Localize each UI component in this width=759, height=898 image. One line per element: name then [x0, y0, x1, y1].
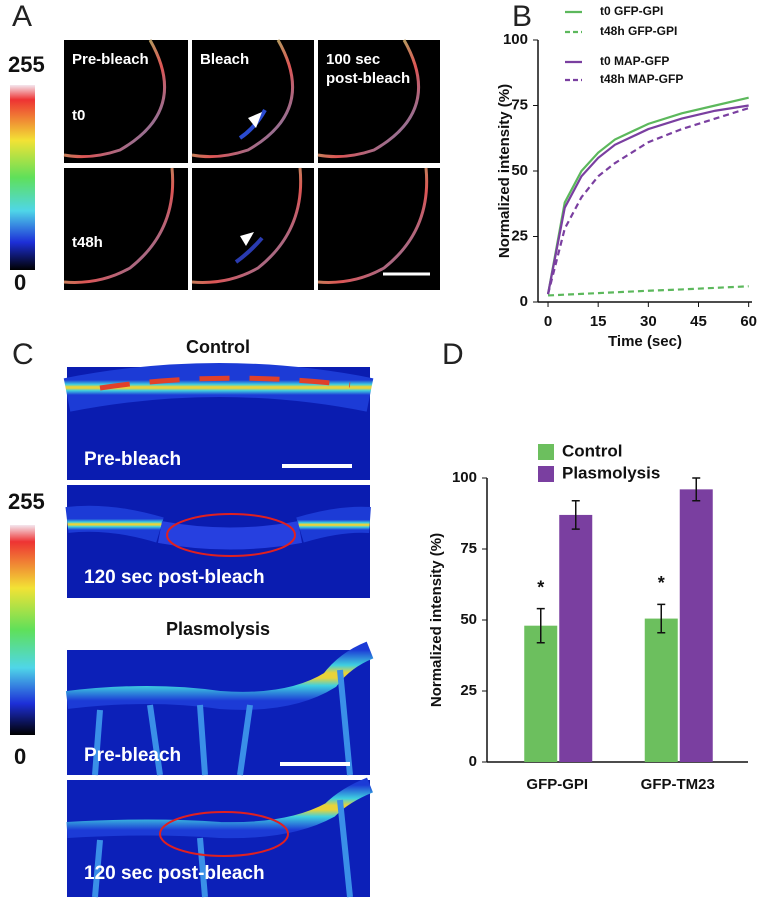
micrographs	[63, 39, 440, 290]
x-tick-label: 45	[690, 313, 707, 330]
error-bar	[692, 477, 701, 502]
row-label: t0	[72, 107, 85, 124]
y-tick-label: 0	[469, 753, 477, 770]
y-tick-label: 75	[460, 540, 477, 557]
x-tick-label: GFP-GPI	[526, 776, 588, 793]
x-tick-label: GFP-TM23	[641, 776, 715, 793]
bar	[644, 618, 678, 762]
scale-max: 255	[8, 52, 45, 77]
y-tick-label: 75	[511, 96, 528, 113]
legend-label: t0 MAP-GFP	[600, 54, 669, 68]
y-tick-label: 25	[511, 227, 528, 244]
image-label: Pre-bleach	[84, 745, 181, 766]
row-label: t48h	[72, 234, 103, 251]
x-tick-label: 60	[740, 313, 757, 330]
annotation: *	[537, 577, 544, 597]
y-axis-label: Normalized intensity (%)	[428, 533, 445, 707]
column-label: Bleach	[200, 51, 249, 68]
bar	[524, 625, 558, 762]
colorbar	[10, 85, 35, 270]
scale-min: 0	[14, 744, 26, 769]
panel-c: C Control Plasmolysis 255 0 Pre-bleach 1…	[8, 337, 374, 898]
error-bar	[571, 499, 580, 530]
x-axis-label: Time (sec)	[608, 333, 682, 350]
y-tick-label: 100	[452, 469, 477, 486]
y-axis-label: Normalized intensity (%)	[496, 84, 513, 258]
image-label: 120 sec post-bleach	[84, 567, 265, 588]
group-title: Control	[186, 337, 250, 357]
image-label: 120 sec post-bleach	[84, 863, 265, 884]
colorbar	[10, 525, 35, 735]
column-label: 100 sec	[326, 51, 380, 68]
error-bar	[536, 607, 545, 644]
error-bar	[657, 603, 666, 634]
x-tick-label: 15	[590, 313, 607, 330]
legend-label: Plasmolysis	[562, 463, 660, 482]
panel-a: A 255 0 Pre-bleach Bleach 100 sec post-b…	[8, 0, 440, 295]
column-label: post-bleach	[326, 70, 410, 87]
column-label: Pre-bleach	[72, 51, 149, 68]
line	[547, 285, 749, 297]
x-tick-label: 0	[544, 313, 552, 330]
panel-label: D	[442, 338, 464, 371]
group-title: Plasmolysis	[166, 619, 270, 639]
y-tick-label: 50	[511, 162, 528, 179]
legend-label: t48h MAP-GFP	[600, 72, 683, 86]
legend-swatch	[538, 466, 554, 482]
legend-swatch	[538, 444, 554, 460]
micrographs	[63, 363, 374, 898]
y-tick-label: 0	[520, 293, 528, 310]
line	[546, 96, 749, 295]
image-label: Pre-bleach	[84, 449, 181, 470]
bar	[559, 514, 593, 762]
y-tick-label: 25	[460, 682, 477, 699]
panel-label: A	[12, 0, 32, 33]
bar	[679, 489, 713, 762]
line	[546, 104, 749, 295]
y-tick-label: 100	[503, 31, 528, 48]
panel-label: B	[512, 0, 532, 33]
line	[546, 107, 749, 295]
scale-min: 0	[14, 270, 26, 295]
legend-label: t0 GFP-GPI	[600, 4, 663, 18]
legend-label: t48h GFP-GPI	[600, 24, 677, 38]
x-tick-label: 30	[640, 313, 657, 330]
annotation: *	[658, 573, 665, 593]
legend-label: Control	[562, 441, 622, 460]
panel-label: C	[12, 338, 34, 371]
scale-max: 255	[8, 489, 45, 514]
y-tick-label: 50	[460, 611, 477, 628]
